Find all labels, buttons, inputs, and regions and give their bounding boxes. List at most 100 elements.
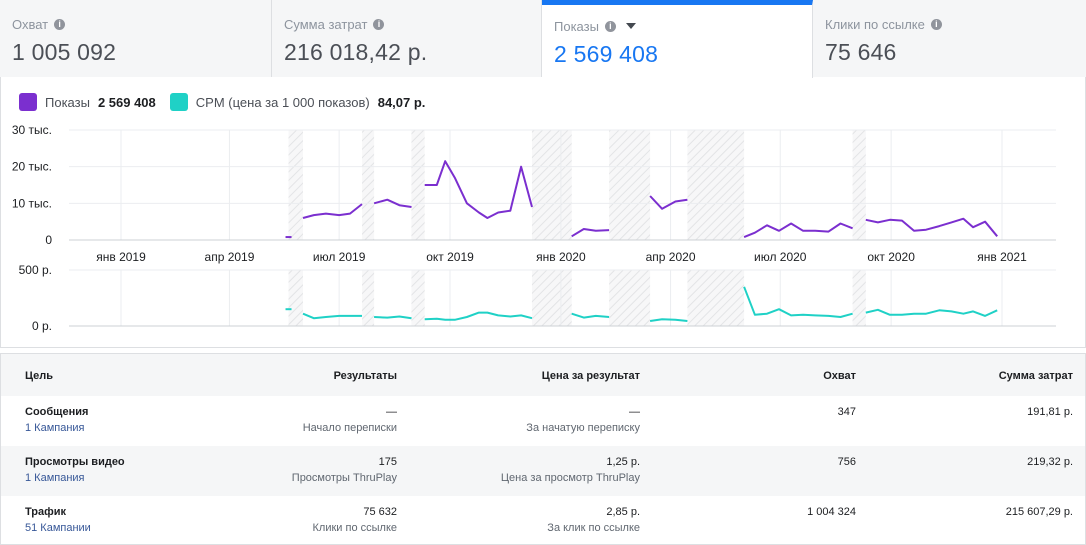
info-icon[interactable]: i [373,18,385,30]
impressions-series-line [743,222,853,239]
goal-name: Трафик [25,506,67,518]
impressions-series-line [571,228,610,238]
legend-item-cpm[interactable]: CPM (цена за 1 000 показов) 84,07 р. [169,93,426,111]
x-tick-label: окт 2019 [426,250,474,264]
cpm-series-line [424,311,533,321]
cpm-series-line [374,315,412,320]
cpm-series-line [571,312,610,319]
legend-swatch [19,93,37,111]
goal-name: Сообщения [25,406,89,418]
results-value: 75 632 [363,506,397,518]
y-tick-label: 20 тыс. [12,160,52,174]
results-table: Цель Результаты Цена за результат Охват … [0,353,1086,545]
gap-shading [609,270,651,326]
x-tick-label: июл 2020 [754,250,807,264]
impressions-series-line [865,217,998,237]
cpm-series-line [302,312,362,320]
legend-item-impressions[interactable]: Показы 2 569 408 [19,93,156,111]
gap-shading [531,270,572,326]
gap-shading [609,130,651,240]
tab-spend-label: Сумма затрат [284,16,368,32]
tab-reach-value: 1 005 092 [12,39,117,65]
reach-value: 756 [837,456,856,468]
tab-link-clicks[interactable]: Клики по ссылке i 75 646 [813,0,1086,77]
y-tick-label: 0 [45,233,52,247]
gap-shading [531,130,572,240]
results-type: Клики по ссылке [312,522,398,534]
chart-legend: Показы 2 569 408 CPM (цена за 1 000 пока… [19,93,439,111]
cpm-series-line [865,308,998,317]
cost-value: 2,85 р. [606,506,640,518]
gap-shading [852,130,866,240]
header-cost-per-result[interactable]: Цена за результат [541,370,640,382]
impressions-series-line [373,198,412,208]
info-icon[interactable]: i [54,18,66,30]
table-row: Трафик 51 Кампании 75 632 Клики по ссылк… [1,496,1085,545]
y-tick-label: 10 тыс. [12,196,52,210]
table-row: Сообщения 1 Кампания — Начало переписки … [1,396,1085,446]
tab-impressions[interactable]: Показы i 2 569 408 [542,0,813,78]
legend-name: Показы [45,94,90,110]
header-spend[interactable]: Сумма затрат [998,370,1073,382]
results-type: Начало переписки [302,422,397,434]
campaigns-link[interactable]: 1 Кампания [25,472,85,484]
tab-impressions-label: Показы [554,18,599,34]
gap-shading [852,270,866,326]
tab-reach-label: Охват [12,16,49,32]
cost-type: Цена за просмотр ThruPlay [500,472,640,484]
results-value: — [386,406,397,418]
impressions-series-line [424,160,533,219]
header-goal[interactable]: Цель [25,370,54,382]
cost-type: За клик по ссылке [547,522,640,534]
cost-type: За начатую переписку [526,422,640,434]
spend-value: 219,32 р. [1027,456,1073,468]
performance-chart[interactable]: янв 2019 апр 2019 июл 2019 окт 2019 янв 2020… [1,77,1085,348]
x-tick-label: апр 2020 [646,250,696,264]
info-icon[interactable]: i [604,20,616,32]
tab-spend-value: 216 018,42 р. [284,39,428,65]
chart-panel: Показы 2 569 408 CPM (цена за 1 000 пока… [0,77,1086,348]
cpm-series-line [743,286,853,318]
x-tick-label: янв 2021 [977,250,1027,264]
legend-value: 84,07 р. [377,94,426,110]
tab-impressions-value: 2 569 408 [554,41,659,67]
goal-name: Просмотры видео [25,456,125,468]
x-tick-label: янв 2019 [96,250,146,264]
gap-shading [288,130,303,240]
header-reach[interactable]: Охват [823,370,856,382]
cost-value: 1,25 р. [606,456,640,468]
campaigns-link[interactable]: 1 Кампания [25,422,85,434]
cpm-series-line [649,318,688,322]
legend-value: 2 569 408 [97,94,156,110]
x-tick-label: июл 2019 [313,250,366,264]
campaigns-link[interactable]: 51 Кампании [25,522,91,534]
tab-link-clicks-label: Клики по ссылке [825,16,925,32]
legend-swatch [169,93,188,111]
impressions-series-line [649,195,688,210]
impressions-series-line [302,203,363,219]
gap-shading [411,270,425,326]
reach-value: 1 004 324 [807,506,856,518]
y-tick-label: 500 р. [19,263,52,277]
x-tick-label: янв 2020 [536,250,586,264]
tab-reach[interactable]: Охват i 1 005 092 [0,0,272,77]
y-tick-label: 30 тыс. [12,123,52,137]
spend-value: 191,81 р. [1027,406,1073,418]
results-value: 175 [378,456,397,468]
header-results[interactable]: Результаты [333,370,397,382]
info-icon[interactable]: i [930,18,942,30]
gap-shading [687,130,745,240]
results-type: Просмотры ThruPlay [291,472,397,484]
table-row: Просмотры видео 1 Кампания 175 Просмотры… [1,446,1085,496]
caret-down-icon[interactable] [625,23,636,29]
metric-tabs: Охват i 1 005 092 Сумма затрат i 216 018,4… [0,0,1086,78]
tab-spend[interactable]: Сумма затрат i 216 018,42 р. [272,0,542,77]
legend-name: CPM (цена за 1 000 показов) [195,94,370,110]
tab-link-clicks-value: 75 646 [825,39,897,65]
x-tick-label: апр 2019 [205,250,255,264]
cost-value: — [629,406,640,418]
gap-shading [687,270,745,326]
table-header: Цель Результаты Цена за результат Охват … [1,354,1085,396]
spend-value: 215 607,29 р. [1005,506,1073,518]
y-tick-label: 0 р. [32,319,52,333]
